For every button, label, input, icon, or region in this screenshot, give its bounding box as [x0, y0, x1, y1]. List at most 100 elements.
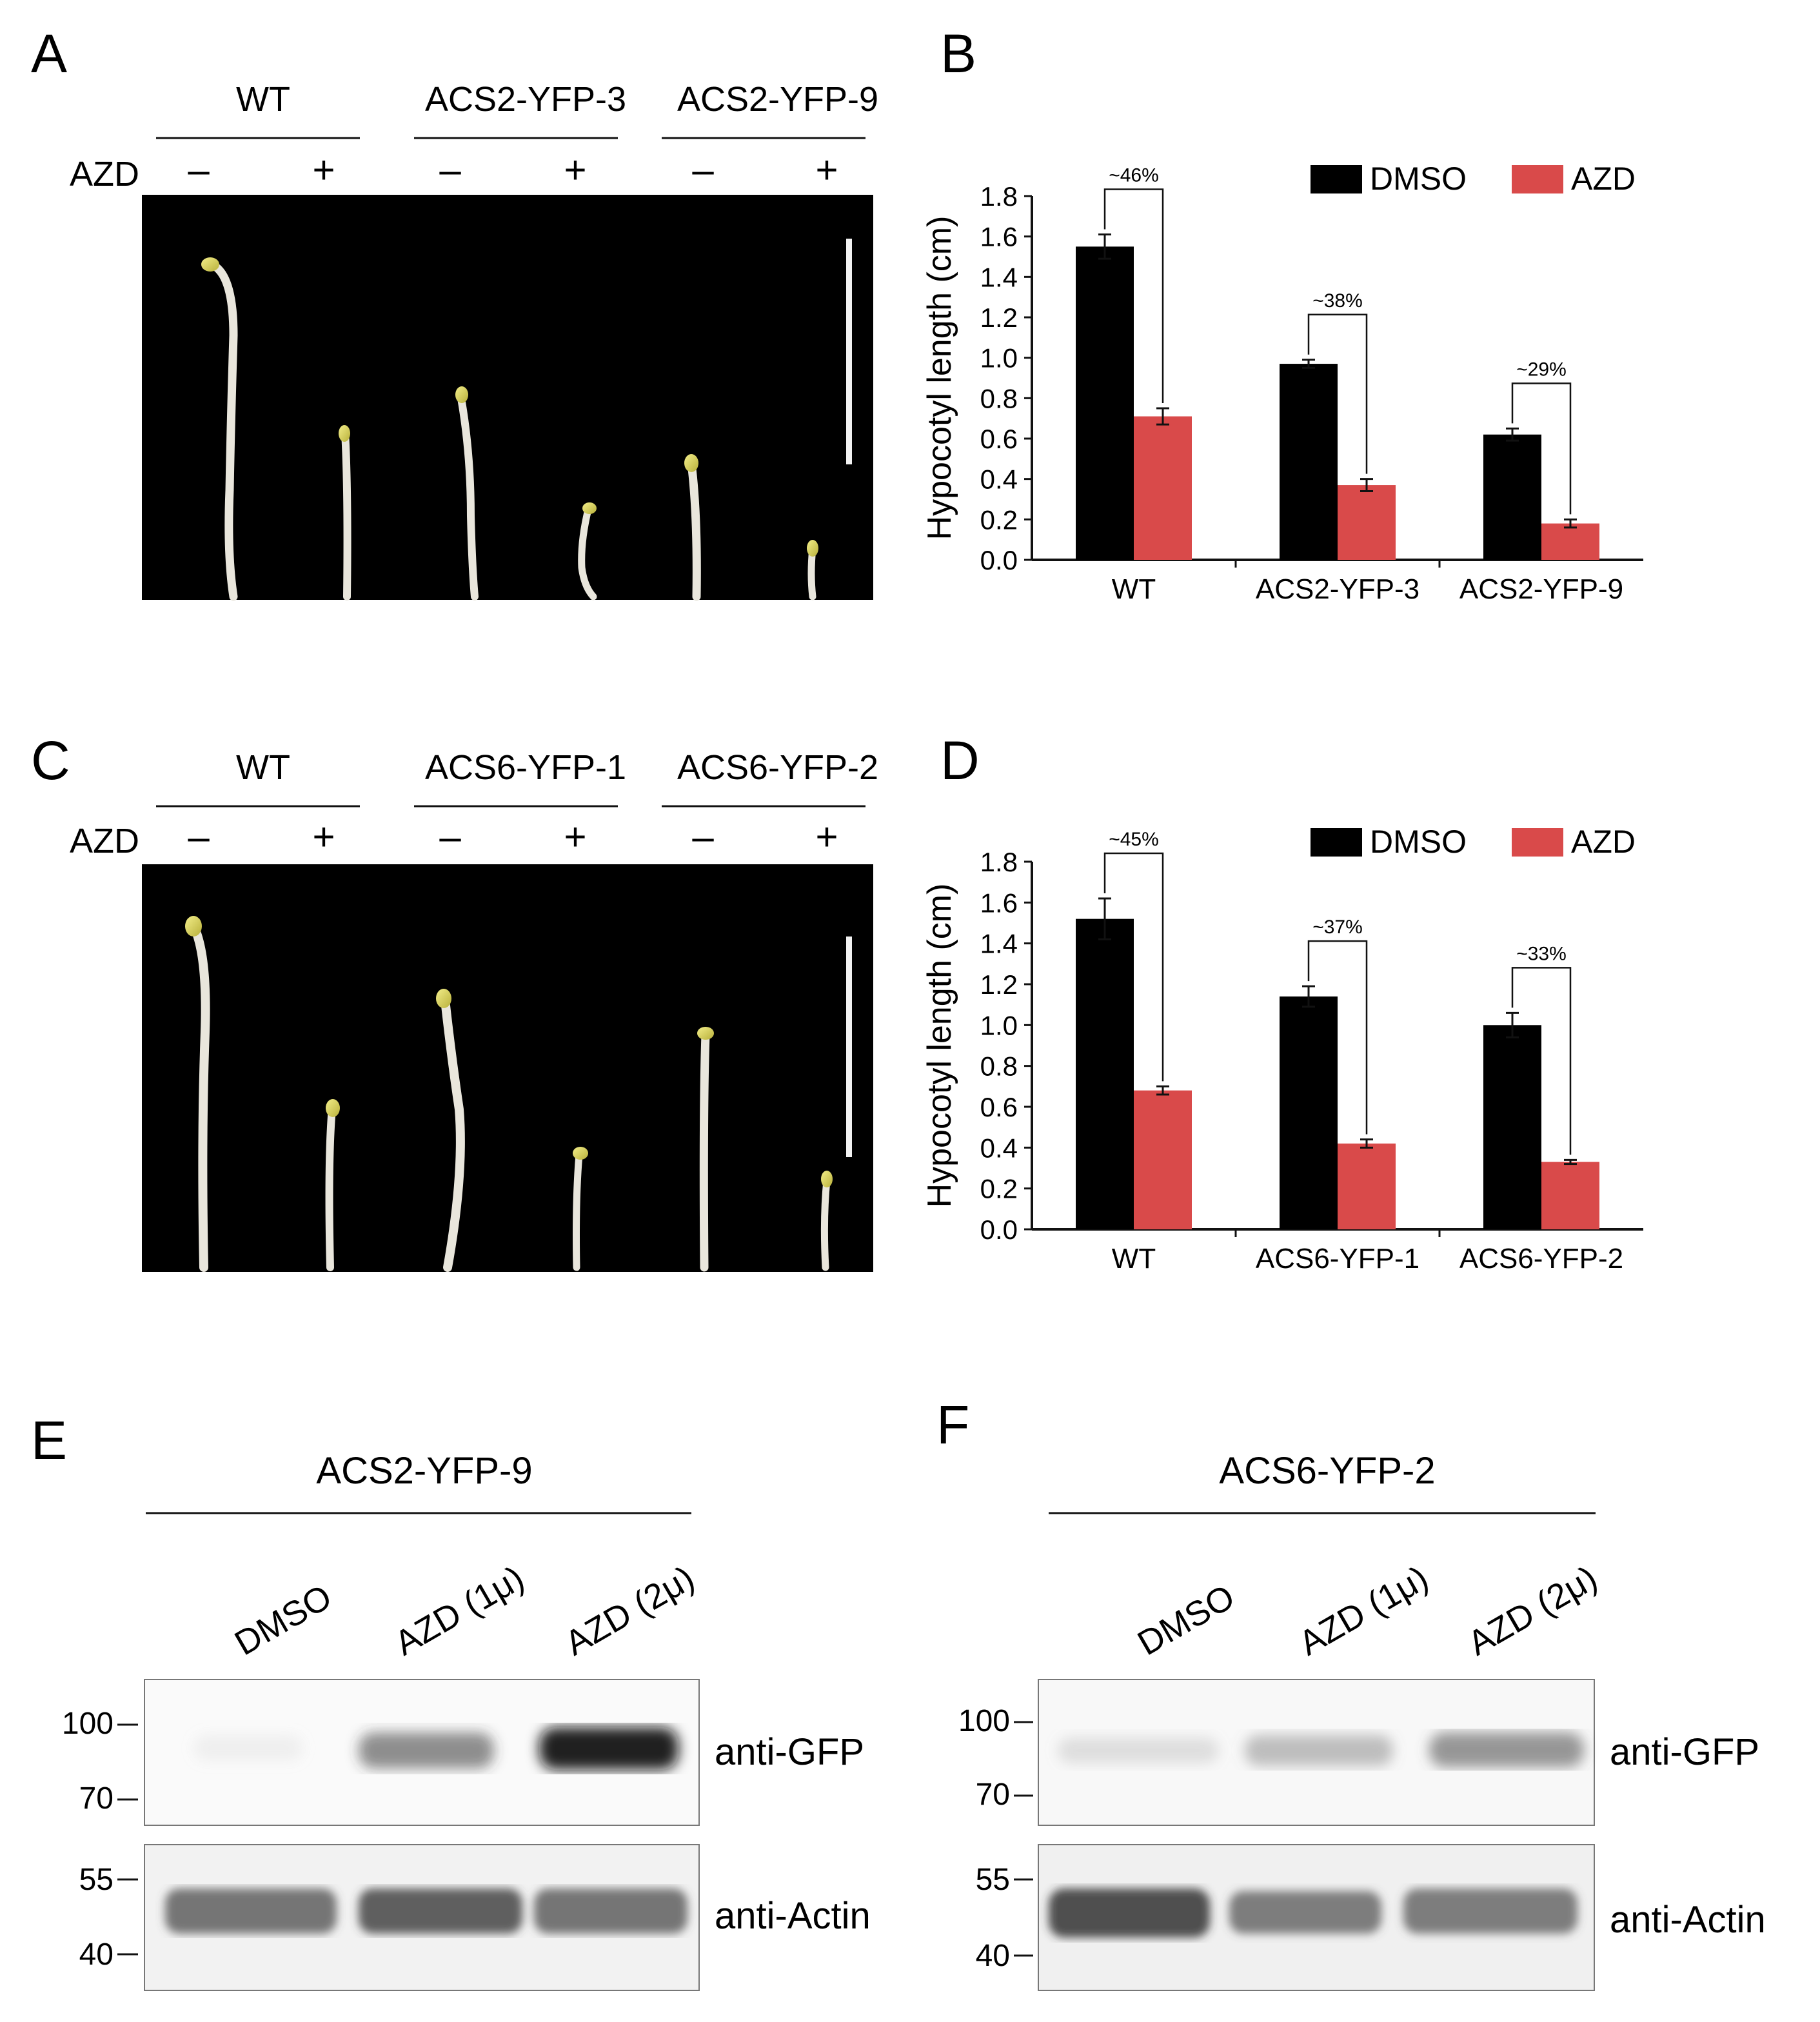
bar: [1338, 485, 1396, 560]
percent-bracket: [1511, 967, 1572, 1155]
panel-letter: E: [31, 1410, 67, 1471]
y-tick-label: 1.4: [980, 929, 1018, 959]
marker-label: 40: [976, 1939, 1010, 1973]
lane-label: AZD (1μ): [1292, 1558, 1435, 1663]
y-tick-label: 1.4: [980, 262, 1018, 292]
treatment-sign: –: [188, 815, 210, 858]
bar: [1076, 918, 1134, 1229]
bar: [1338, 1144, 1396, 1229]
genotype-label: ACS6-YFP-2: [677, 748, 878, 787]
seedling: [578, 506, 597, 600]
legend-swatch: [1512, 165, 1563, 193]
treatment-sign: –: [188, 148, 210, 192]
bar: [1483, 1025, 1541, 1229]
actin-bands: [165, 1888, 687, 1934]
y-tick-label: 1.2: [980, 969, 1018, 1000]
band: [165, 1888, 337, 1934]
band: [534, 1888, 687, 1934]
marker-label: 70: [976, 1778, 1010, 1812]
seedlings: [201, 257, 818, 601]
genotype-label: WT: [236, 80, 290, 119]
cotyledon: [455, 386, 468, 403]
genotype-label: WT: [236, 748, 290, 787]
legend-label: AZD: [1571, 161, 1636, 197]
cotyledon: [697, 1027, 714, 1040]
x-tick-label: WT: [1112, 1243, 1156, 1274]
y-tick-label: 0.0: [980, 1214, 1018, 1245]
blot-title: ACS2-YFP-9: [316, 1450, 532, 1492]
hypocotyl-chart-d: 0.0 0.2 0.4 0.6 0.8 1.0 1.2 1.4 1.6 1.8 Hypocotyl …: [921, 824, 1643, 1274]
bar: [1076, 246, 1134, 560]
legend-swatch: [1311, 828, 1362, 857]
treatment-sign: +: [815, 815, 838, 858]
cotyledon: [339, 425, 350, 442]
percent-label: ~45%: [1109, 829, 1159, 850]
marker-label: 100: [958, 1704, 1010, 1738]
band: [1049, 1888, 1210, 1938]
y-tick-label: 1.6: [980, 887, 1018, 918]
treatment-sign: –: [692, 815, 714, 858]
bar: [1541, 1162, 1599, 1229]
seedling-photo: [142, 864, 873, 1272]
panel-letter: C: [31, 730, 70, 791]
panel-f: F ACS6-YFP-2 DMSO AZD (1μ) AZD (2μ) anti…: [936, 1394, 1766, 1991]
scale-bar: [846, 239, 852, 464]
treatment-sign: +: [564, 148, 586, 192]
y-tick-label: 1.0: [980, 343, 1018, 373]
lane-label: DMSO: [228, 1577, 338, 1663]
y-tick-label: 0.2: [980, 504, 1018, 535]
y-tick-label: 1.0: [980, 1010, 1018, 1040]
percent-label: ~38%: [1312, 290, 1363, 312]
y-tick-label: 1.8: [980, 847, 1018, 877]
lane-label: AZD (2μ): [1461, 1558, 1604, 1663]
panel-letter: D: [940, 730, 980, 791]
actin-bands: [1049, 1888, 1578, 1938]
marker-label: 70: [79, 1781, 114, 1816]
bar: [1541, 523, 1599, 560]
panel-letter: F: [936, 1394, 969, 1455]
band: [1403, 1888, 1578, 1934]
y-tick-label: 0.6: [980, 424, 1018, 454]
lane-label: AZD (1μ): [388, 1558, 531, 1663]
cotyledon: [821, 1171, 833, 1187]
blot-label: anti-GFP: [715, 1731, 864, 1773]
gfp-bands: [1058, 1732, 1584, 1767]
seedling: [325, 1104, 336, 1271]
x-tick-label: ACS2-YFP-3: [1256, 573, 1419, 605]
genotype-label: ACS6-YFP-1: [425, 748, 626, 787]
seedling: [210, 261, 238, 601]
cotyledon: [436, 989, 451, 1008]
treatment-sign: +: [312, 815, 335, 858]
bar: [1280, 364, 1338, 560]
y-axis-label: Hypocotyl length (cm): [921, 884, 958, 1208]
band: [539, 1727, 678, 1770]
percent-bracket: [1103, 852, 1164, 1082]
marker-label: 40: [79, 1938, 114, 1972]
marker-label: 55: [976, 1863, 1010, 1897]
seedling: [189, 921, 210, 1272]
bar: [1134, 416, 1192, 560]
bar: [1134, 1090, 1192, 1229]
panel-b: B 0.0 0.2 0.4 0.6 0.8 1.0 1.2 1.4 1.6 1.8 Hypocoty…: [921, 23, 1643, 605]
cotyledon: [807, 540, 818, 557]
bar: [1483, 434, 1541, 560]
blot-label: anti-Actin: [1610, 1899, 1766, 1941]
treatment-sign: +: [312, 148, 335, 192]
treatment-sign: –: [439, 815, 461, 858]
treatment-sign: +: [564, 815, 586, 858]
gfp-bands: [193, 1727, 678, 1770]
y-tick-label: 0.8: [980, 383, 1018, 413]
band: [1245, 1735, 1393, 1766]
percent-bracket: [1307, 940, 1368, 1135]
panel-c: C WT ACS6-YFP-1 ACS6-YFP-2 AZD – + – + –…: [31, 730, 878, 1272]
genotype-label: ACS2-YFP-9: [677, 80, 878, 119]
seedling: [341, 428, 351, 600]
seedlings: [185, 916, 833, 1272]
panel-a: A WT ACS2-YFP-3 ACS2-YFP-9 AZD – + – + –…: [31, 23, 878, 601]
hypocotyl-chart-b: 0.0 0.2 0.4 0.6 0.8 1.0 1.2 1.4 1.6 1.8 Hypocotyl …: [921, 161, 1643, 605]
band: [1429, 1732, 1584, 1767]
percent-bracket: [1307, 313, 1368, 474]
seedling: [820, 1176, 831, 1271]
percent-label: ~46%: [1109, 165, 1159, 186]
